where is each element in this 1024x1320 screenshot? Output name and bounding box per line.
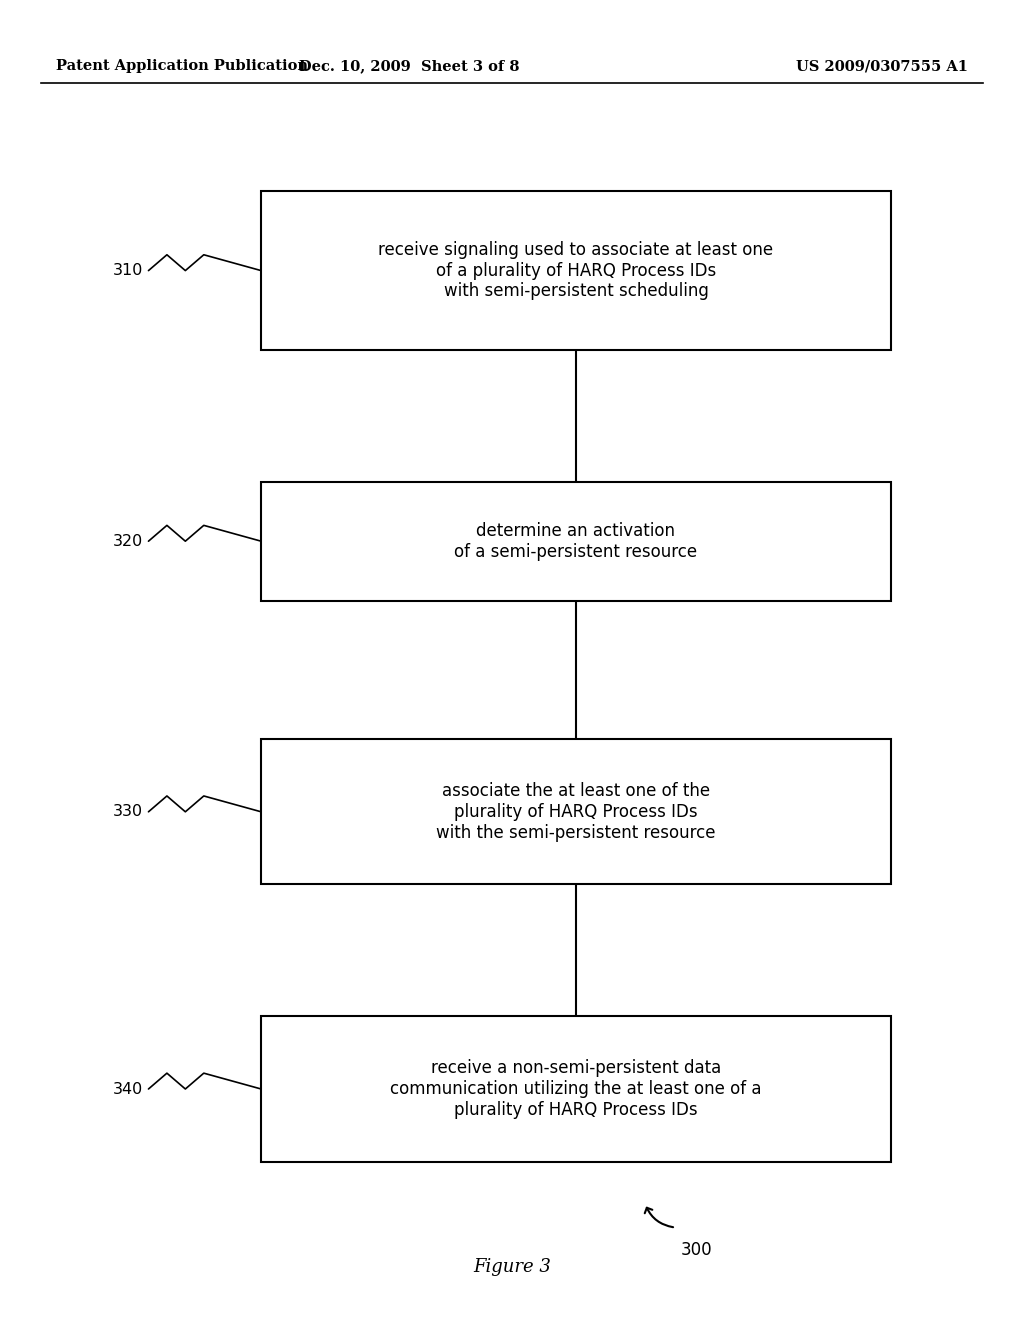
Text: 340: 340 — [113, 1081, 143, 1097]
Text: 320: 320 — [113, 533, 143, 549]
Bar — [261, 739, 891, 884]
Bar — [261, 482, 891, 601]
Text: receive a non-semi-persistent data
communication utilizing the at least one of a: receive a non-semi-persistent data commu… — [390, 1059, 762, 1119]
Text: 330: 330 — [114, 804, 143, 820]
Text: 310: 310 — [113, 263, 143, 279]
Text: Dec. 10, 2009  Sheet 3 of 8: Dec. 10, 2009 Sheet 3 of 8 — [299, 59, 520, 73]
Text: Figure 3: Figure 3 — [473, 1258, 551, 1276]
Bar — [261, 191, 891, 350]
Bar — [261, 1016, 891, 1162]
Text: 300: 300 — [681, 1241, 713, 1259]
Text: determine an activation
of a semi-persistent resource: determine an activation of a semi-persis… — [455, 521, 697, 561]
Text: Patent Application Publication: Patent Application Publication — [56, 59, 308, 73]
Text: associate the at least one of the
plurality of HARQ Process IDs
with the semi-pe: associate the at least one of the plural… — [436, 781, 716, 842]
Text: receive signaling used to associate at least one
of a plurality of HARQ Process : receive signaling used to associate at l… — [379, 240, 773, 301]
Text: US 2009/0307555 A1: US 2009/0307555 A1 — [796, 59, 968, 73]
